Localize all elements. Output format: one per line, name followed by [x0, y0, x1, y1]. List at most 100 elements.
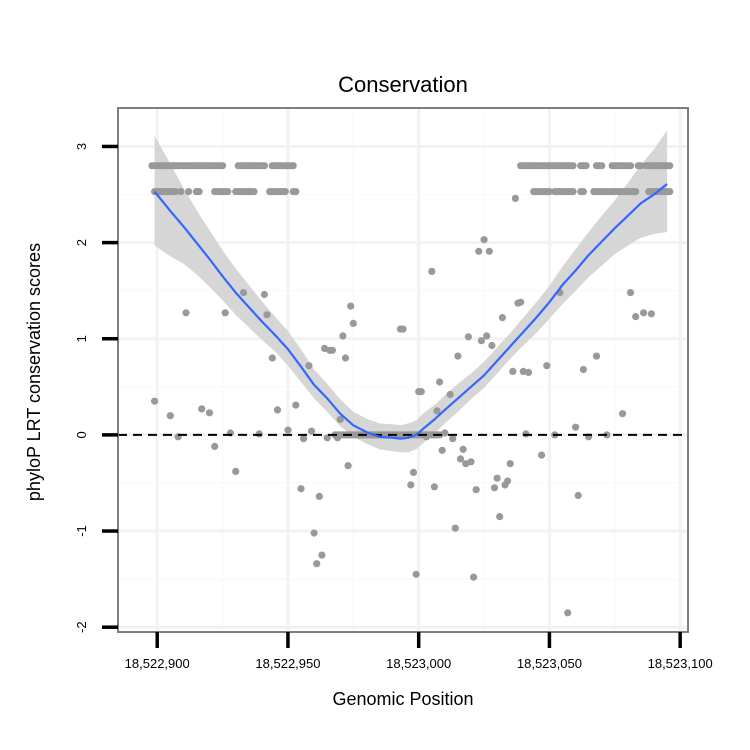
data-point [297, 485, 305, 493]
data-point [334, 434, 342, 442]
y-tick-label: 3 [74, 143, 89, 150]
data-point [315, 492, 323, 500]
data-point [456, 455, 465, 463]
chart-title: Conservation [338, 72, 468, 97]
data-point [538, 451, 546, 459]
data-point [305, 362, 313, 370]
x-tick-label: 18,523,100 [648, 656, 713, 671]
data-point [480, 236, 488, 244]
data-point [626, 289, 635, 297]
data-point [579, 188, 588, 196]
data-point [341, 354, 350, 362]
panel-background [118, 108, 688, 632]
y-tick-label: 2 [74, 239, 89, 246]
data-point [467, 458, 475, 466]
x-tick-label: 18,522,950 [255, 656, 320, 671]
x-tick-label: 18,523,000 [386, 656, 451, 671]
grid-lines [118, 108, 688, 632]
data-point [182, 309, 190, 317]
data-point [307, 427, 316, 435]
data-point [464, 333, 472, 341]
data-point [250, 188, 258, 196]
data-point [409, 468, 418, 476]
data-point [579, 365, 588, 374]
data-point [504, 477, 512, 485]
data-point [289, 162, 297, 170]
data-point [318, 551, 326, 559]
y-tick-label: -1 [74, 525, 89, 537]
data-point [666, 188, 674, 196]
data-point [399, 325, 407, 333]
data-point [292, 188, 300, 196]
smooth-trend-line [153, 183, 668, 440]
data-point [310, 529, 318, 537]
data-point [300, 435, 308, 443]
data-points [148, 162, 674, 617]
data-point [632, 188, 640, 196]
data-point [221, 309, 229, 317]
data-point [224, 188, 232, 196]
data-point [569, 188, 577, 196]
data-point [407, 481, 415, 489]
data-point [430, 483, 438, 491]
data-point [436, 378, 444, 386]
x-tick-label: 18,523,050 [517, 656, 582, 671]
data-point [284, 426, 292, 434]
data-point [339, 332, 347, 340]
x-tick-label: 18,522,900 [125, 656, 190, 671]
confidence-ribbon [154, 130, 668, 453]
data-point [239, 289, 248, 297]
panel-border [117, 107, 689, 633]
data-point [151, 397, 159, 405]
data-point [313, 560, 321, 568]
data-point [347, 302, 355, 310]
data-point [647, 310, 656, 318]
data-point [475, 247, 483, 255]
y-axis-label: phyloP LRT conservation scores [24, 243, 44, 501]
data-point [349, 319, 357, 327]
data-point [569, 162, 577, 170]
data-point [268, 354, 276, 362]
data-point [198, 405, 206, 413]
data-point [166, 412, 174, 420]
data-point [438, 446, 446, 454]
data-point [524, 368, 533, 376]
panel-border-rect [117, 107, 689, 633]
data-point [506, 460, 514, 468]
data-point [281, 188, 289, 196]
data-point [219, 162, 227, 170]
data-point [572, 423, 580, 431]
data-point [232, 467, 240, 475]
data-point [273, 406, 282, 414]
data-point [428, 267, 436, 275]
data-point [260, 162, 268, 170]
data-point [545, 188, 554, 196]
data-point [490, 484, 499, 492]
data-point [637, 162, 645, 170]
data-point [470, 573, 478, 581]
x-axis: 18,522,900 18,522,950 18,523,000 18,523,050… [125, 632, 713, 671]
data-point [598, 162, 606, 170]
confidence-band [154, 130, 668, 453]
data-point [412, 570, 420, 578]
data-point [454, 352, 462, 360]
y-axis: -2 -1 0 1 2 3 [74, 143, 118, 633]
data-point [485, 247, 493, 255]
data-point [459, 445, 467, 453]
data-point [582, 162, 590, 170]
data-point [177, 188, 185, 196]
y-tick-label: 1 [74, 335, 89, 342]
data-point [446, 390, 454, 399]
data-point [511, 194, 519, 202]
x-axis-label: Genomic Position [332, 689, 473, 709]
data-point [574, 491, 582, 500]
data-point [493, 474, 501, 482]
data-point [488, 341, 496, 350]
data-point [328, 346, 336, 354]
data-point [451, 524, 459, 532]
plot-panel [118, 108, 688, 632]
data-point [498, 314, 506, 322]
loess-fit-line [153, 183, 668, 440]
data-point [344, 462, 352, 470]
